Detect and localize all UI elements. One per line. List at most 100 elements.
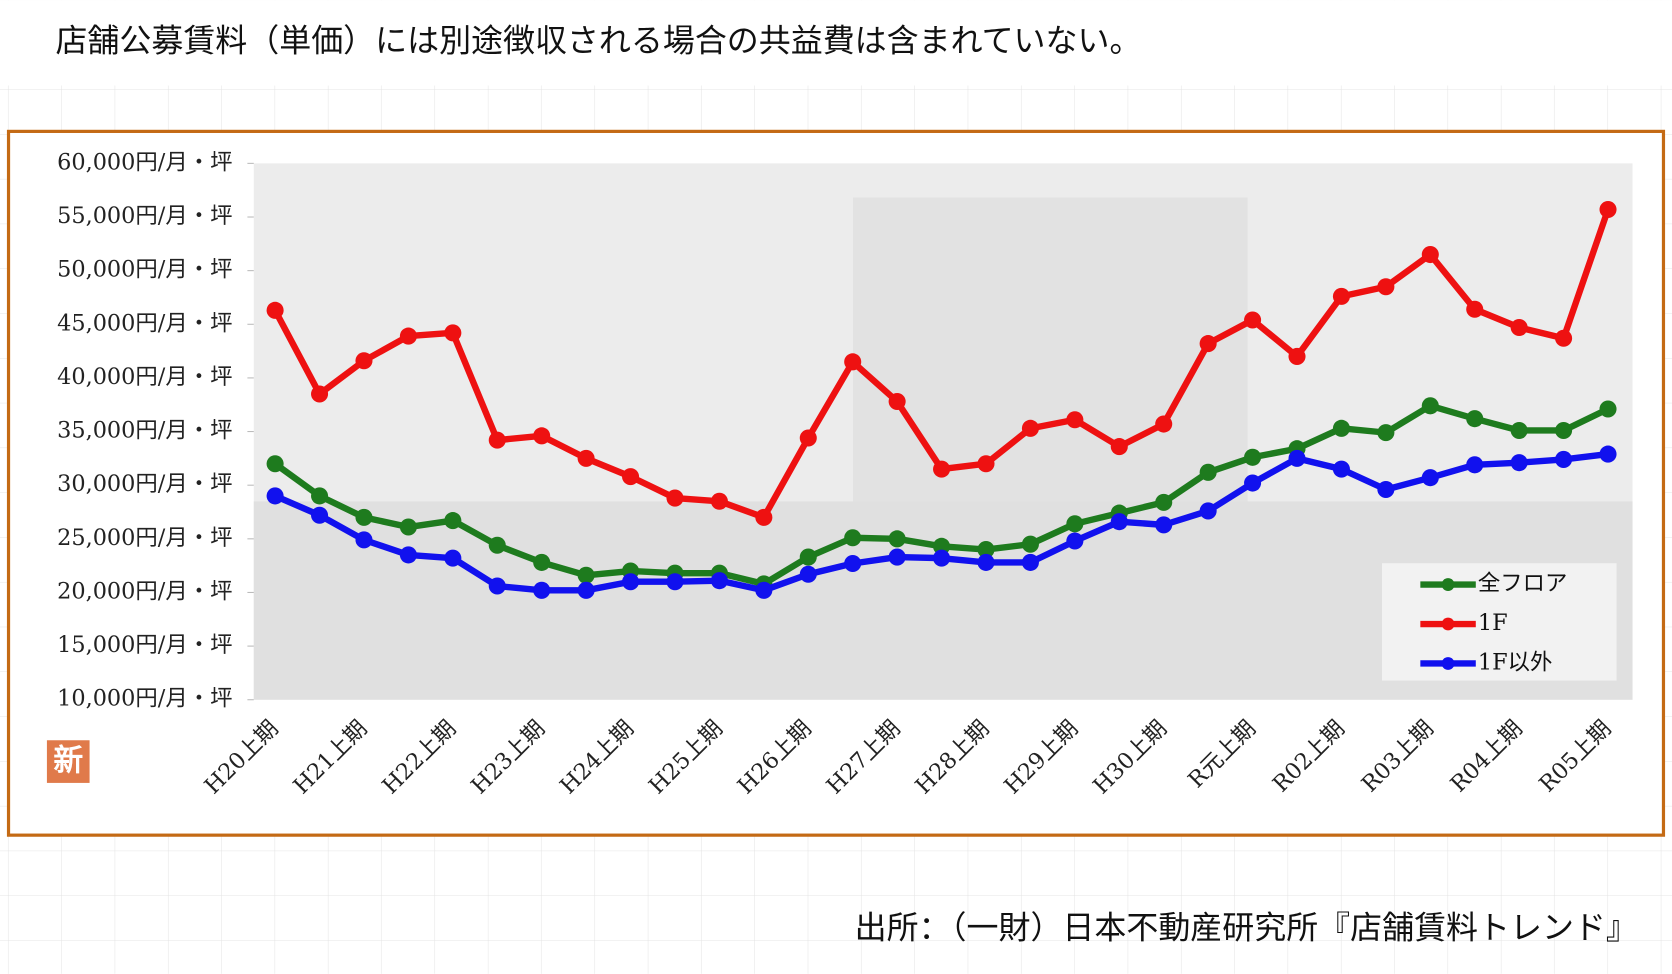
data-point xyxy=(1066,411,1084,429)
data-point xyxy=(666,489,684,507)
data-point xyxy=(1466,300,1484,318)
data-point xyxy=(977,541,995,559)
data-point xyxy=(933,537,951,555)
data-point xyxy=(1244,448,1262,466)
data-point xyxy=(1199,335,1217,353)
data-point xyxy=(933,460,951,478)
data-point xyxy=(799,565,817,583)
y-tick-label: 45,000円/月・坪 xyxy=(57,310,232,336)
legend-marker xyxy=(1441,617,1455,631)
data-point xyxy=(977,553,995,571)
data-point xyxy=(266,455,284,473)
data-point xyxy=(1021,553,1039,571)
data-point xyxy=(1066,515,1084,533)
data-point xyxy=(1199,463,1217,481)
data-point xyxy=(1466,410,1484,428)
data-point xyxy=(488,536,506,554)
data-point xyxy=(1466,456,1484,474)
legend-marker xyxy=(1441,657,1455,670)
data-point xyxy=(1066,532,1084,550)
title-band xyxy=(0,0,1672,86)
data-point xyxy=(533,427,551,445)
data-point xyxy=(1110,513,1128,531)
data-point xyxy=(1599,200,1617,219)
data-point xyxy=(1288,347,1306,365)
y-tick-label: 55,000円/月・坪 xyxy=(57,203,232,229)
data-point xyxy=(1332,419,1350,437)
badge-text: 新 xyxy=(53,744,83,779)
data-point xyxy=(1377,278,1395,296)
data-point xyxy=(1155,493,1173,511)
data-point xyxy=(799,429,817,447)
data-point xyxy=(311,487,329,505)
data-point xyxy=(844,353,862,371)
data-point xyxy=(844,529,862,547)
data-point xyxy=(311,506,329,524)
data-point xyxy=(1332,287,1350,305)
data-point xyxy=(577,566,595,584)
data-point xyxy=(710,572,728,590)
data-point xyxy=(888,392,906,411)
photo-building xyxy=(853,197,1248,518)
y-tick-label: 40,000円/月・坪 xyxy=(57,364,232,390)
y-tick-label: 30,000円/月・坪 xyxy=(57,471,232,497)
data-point xyxy=(399,518,417,536)
legend-label: 全フロア xyxy=(1478,571,1568,597)
legend-label: 1F xyxy=(1478,610,1508,636)
data-point xyxy=(444,512,462,530)
data-point xyxy=(844,554,862,573)
data-point xyxy=(977,455,995,473)
data-point xyxy=(1555,329,1573,347)
data-point xyxy=(755,508,773,526)
data-point xyxy=(1155,415,1173,433)
y-tick-label: 50,000円/月・坪 xyxy=(57,257,232,283)
data-point xyxy=(888,530,906,548)
data-point xyxy=(710,492,728,510)
data-point xyxy=(1288,449,1306,467)
data-point xyxy=(577,449,595,467)
data-point xyxy=(444,549,462,567)
data-point xyxy=(1599,400,1617,418)
data-point xyxy=(755,581,773,599)
data-point xyxy=(1244,311,1262,329)
y-tick-label: 25,000円/月・坪 xyxy=(57,525,232,551)
data-point xyxy=(1555,421,1573,440)
data-point xyxy=(1110,438,1128,456)
data-point xyxy=(355,508,373,526)
data-point xyxy=(1555,450,1573,468)
data-point xyxy=(1244,474,1262,492)
data-point xyxy=(311,385,329,403)
data-point xyxy=(666,573,684,591)
y-tick-label: 15,000円/月・坪 xyxy=(57,632,232,658)
y-tick-label: 60,000円/月・坪 xyxy=(57,149,232,175)
data-point xyxy=(1421,397,1439,415)
data-point xyxy=(1332,460,1350,478)
data-point xyxy=(1421,246,1439,264)
data-point xyxy=(488,577,506,595)
data-point xyxy=(266,301,284,319)
data-point xyxy=(355,531,373,549)
data-point xyxy=(1155,516,1173,534)
data-point xyxy=(1510,421,1528,440)
data-point xyxy=(622,573,640,591)
data-point xyxy=(533,581,551,599)
data-point xyxy=(1377,424,1395,442)
data-point xyxy=(888,548,906,566)
source: 出所：（一財）日本不動産研究所『店舗賃料トレンド』 xyxy=(855,909,1638,947)
data-point xyxy=(622,468,640,486)
data-point xyxy=(1599,445,1617,463)
y-tick-label: 35,000円/月・坪 xyxy=(57,418,232,444)
data-point xyxy=(399,546,417,564)
y-tick-label: 20,000円/月・坪 xyxy=(57,578,232,604)
data-point xyxy=(1510,318,1528,337)
data-point xyxy=(577,581,595,599)
legend-label: 1F以外 xyxy=(1478,649,1553,675)
data-point xyxy=(1199,502,1217,520)
data-point xyxy=(1421,469,1439,487)
data-point xyxy=(933,549,951,567)
title: 店舗公募賃料（単価）には別途徴収される場合の共益費は含まれていない。 xyxy=(55,21,1141,59)
data-point xyxy=(1021,419,1039,437)
data-point xyxy=(399,327,417,345)
